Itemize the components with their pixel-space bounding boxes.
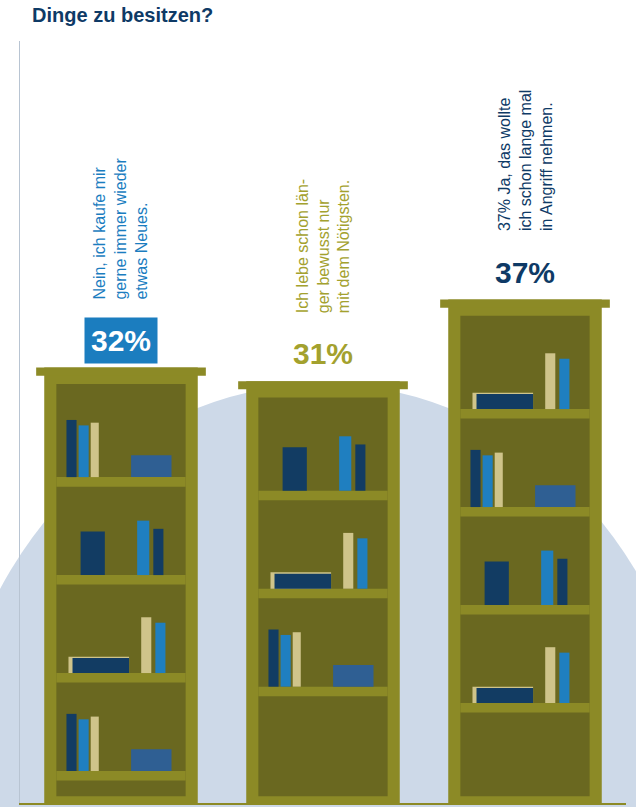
svg-text:37% Ja, das wollteich schon la: 37% Ja, das wollteich schon lange malin … <box>496 90 555 231</box>
svg-text:32%: 32% <box>91 324 151 357</box>
svg-text:Dinge zu besitzen?: Dinge zu besitzen? <box>32 4 213 26</box>
svg-text:Ich lebe schon län-ger bewusst: Ich lebe schon län-ger bewusst nurmit de… <box>294 179 353 313</box>
svg-text:37%: 37% <box>495 256 555 289</box>
svg-text:31%: 31% <box>293 337 353 370</box>
svg-text:Nein, ich kaufe mirgerne immer: Nein, ich kaufe mirgerne immer wiederetw… <box>91 158 150 300</box>
